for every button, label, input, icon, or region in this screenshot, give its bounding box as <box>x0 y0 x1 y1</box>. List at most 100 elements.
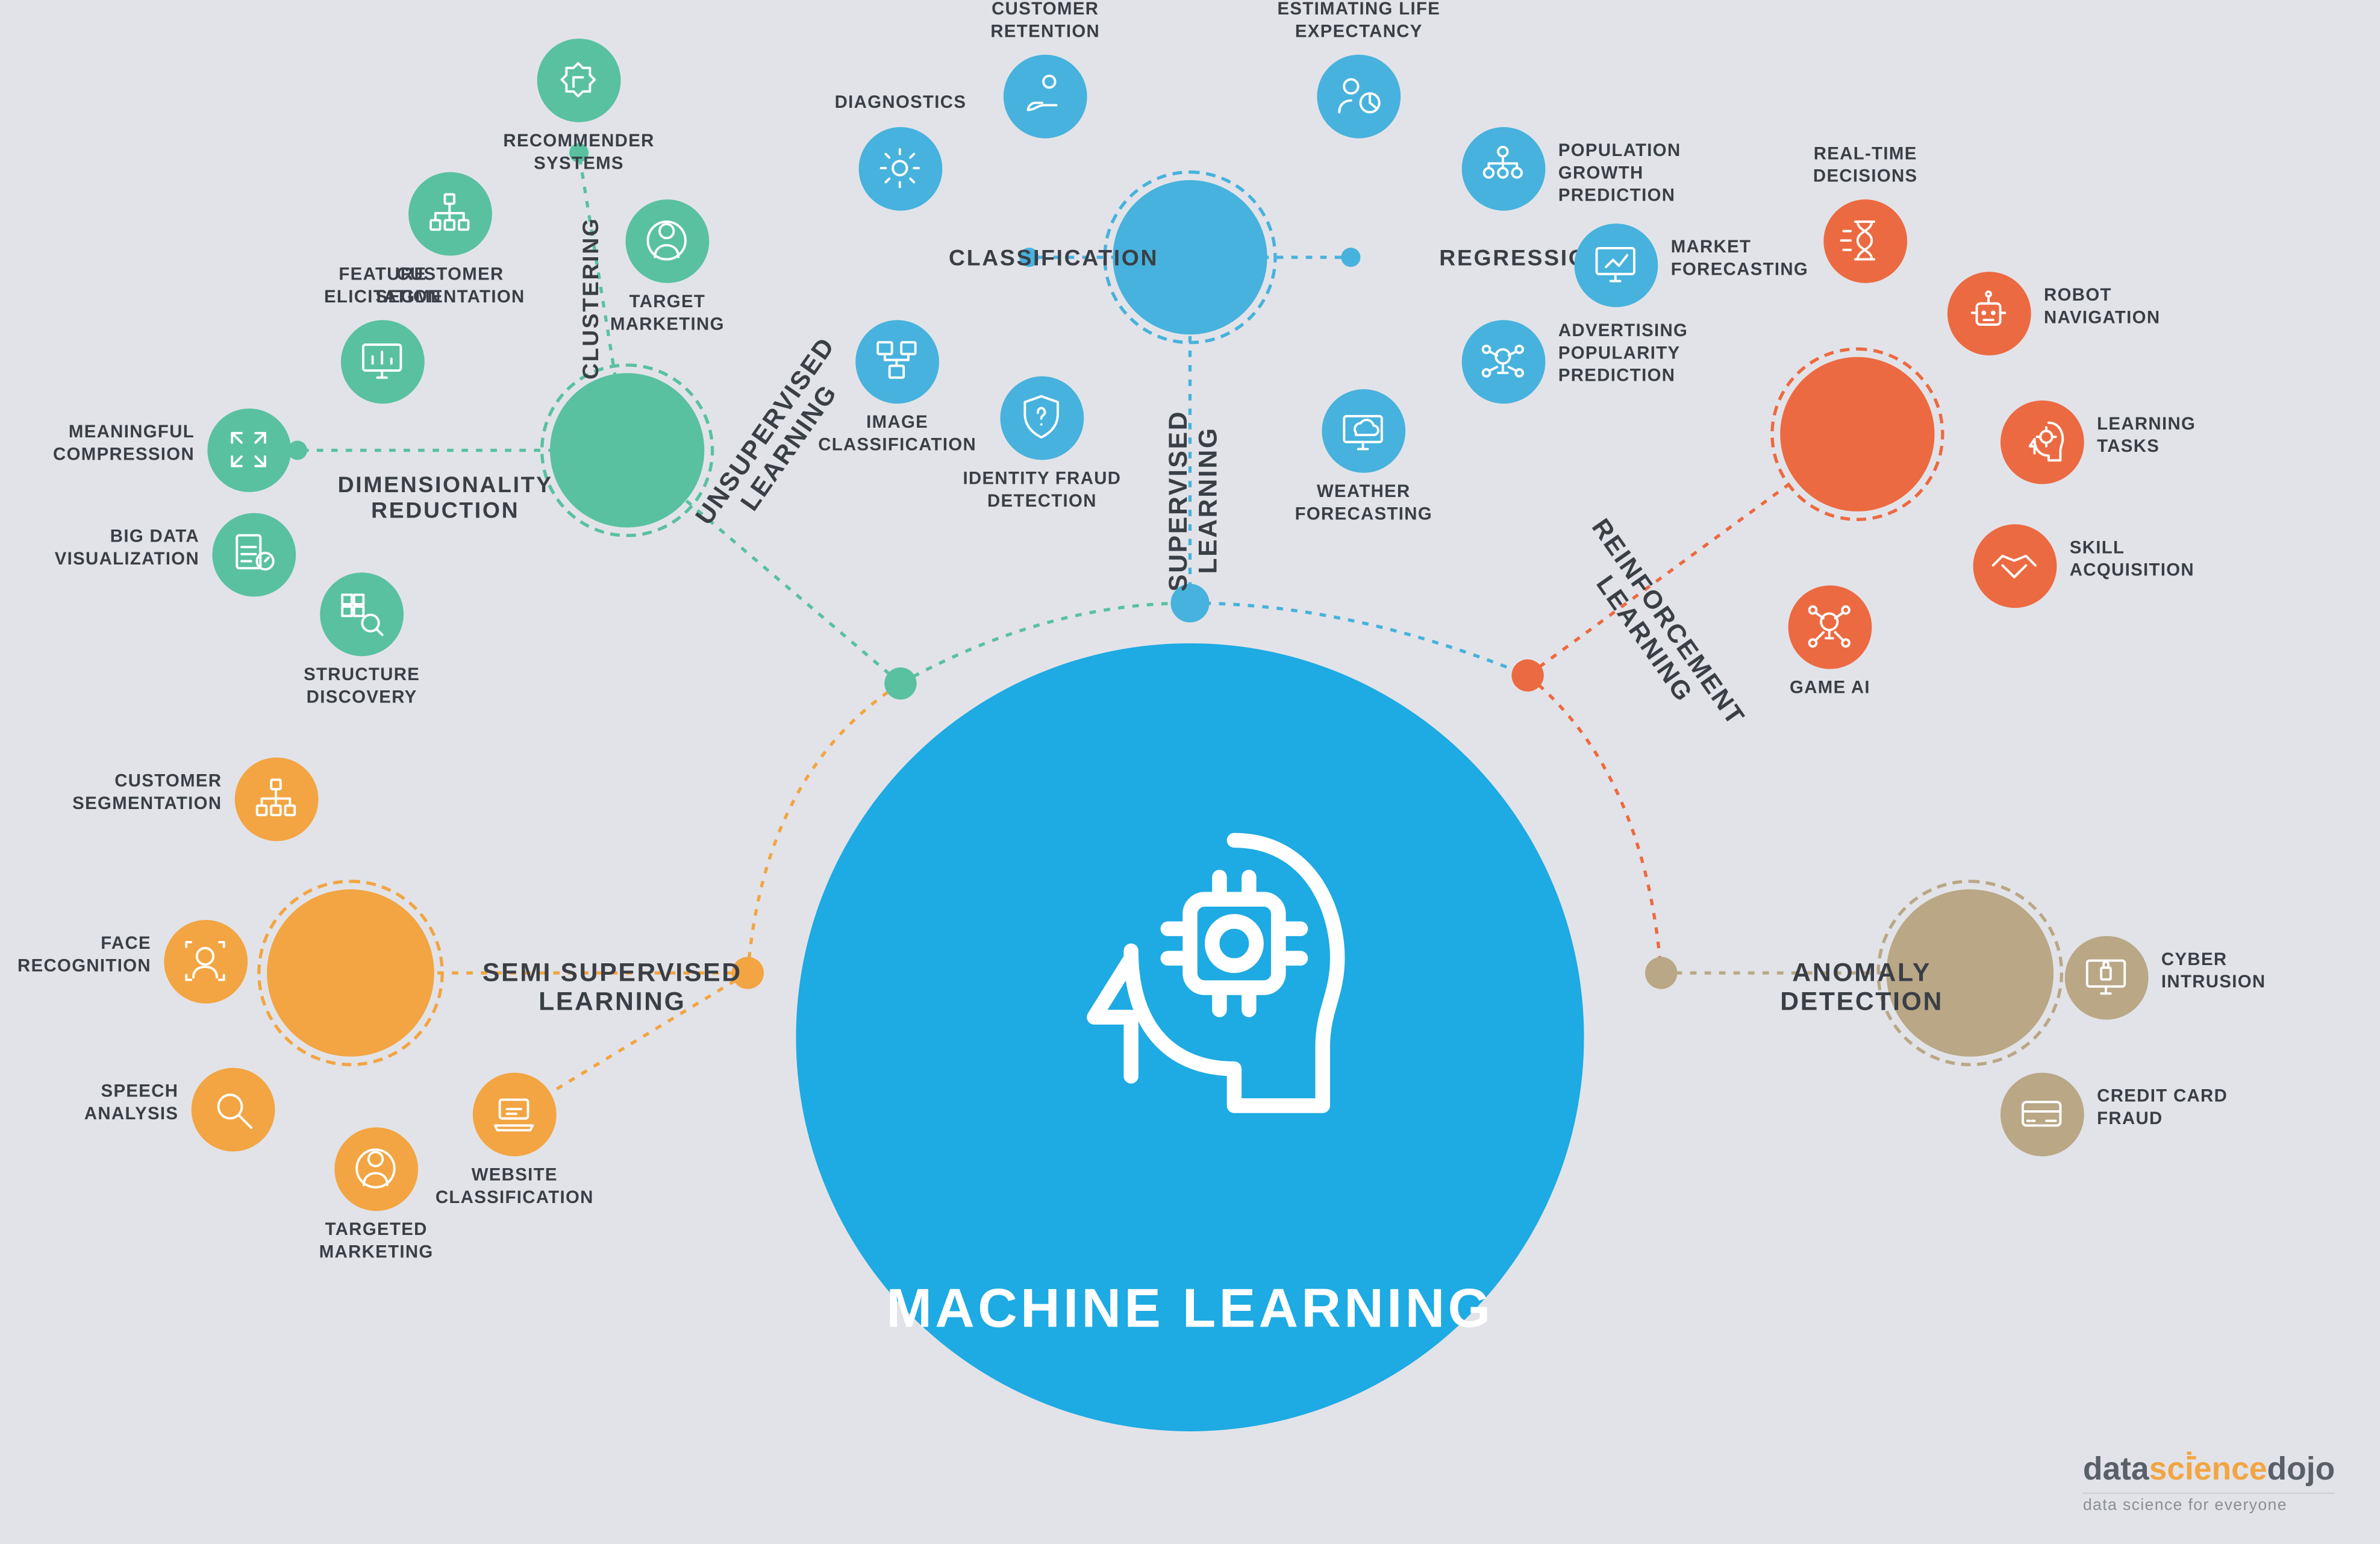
game-ai-label: GAME AI <box>1734 679 1926 701</box>
hand-person-icon <box>1017 68 1073 125</box>
robot-icon <box>1961 286 2017 342</box>
person-pie-icon <box>1331 68 1387 125</box>
brand-logo: datasci̇̇encedojo data science for every… <box>2083 1452 2335 1515</box>
org-chart-icon <box>422 186 479 242</box>
org-chart-icon <box>248 771 305 828</box>
population-growth-prediction-label: POPULATIONGROWTH PREDICTION <box>1558 142 1751 208</box>
cloud-board-icon <box>1335 403 1392 460</box>
robot-navigation <box>1947 272 2031 355</box>
market-forecasting <box>1575 223 1658 307</box>
recommender-systems-label: RECOMMENDERSYSTEMS <box>483 132 675 176</box>
credit-card-icon <box>2014 1086 2071 1143</box>
semi-supervised-label: SEMI SUPERVISEDLEARNING <box>483 960 742 1019</box>
compress-icon <box>221 422 278 479</box>
reinforcement-junction <box>1511 660 1543 692</box>
head-gear-icon <box>2014 414 2071 470</box>
website-classification-label: WEBSITECLASSIFICATION <box>418 1166 611 1210</box>
magnifier-icon <box>205 1081 261 1138</box>
bulb-network-icon <box>1802 599 1858 655</box>
structure-discovery <box>320 572 404 656</box>
customer-retention-label: CUSTOMERRETENTION <box>949 0 1142 44</box>
target-person-icon <box>639 213 696 270</box>
diagnostics <box>859 127 943 211</box>
estimating-life-expectancy-label: ESTIMATING LIFEEXPECTANCY <box>1263 0 1455 44</box>
presentation-icon <box>1588 237 1644 294</box>
meaningful-compression <box>207 408 291 492</box>
recommender-systems <box>537 39 621 122</box>
big-data-visualization-label: BIG DATAVISUALIZATION <box>7 528 199 572</box>
classification-label: CLASSIFICATION <box>949 245 1158 270</box>
weather-forecasting <box>1322 389 1405 473</box>
credit-card-fraud <box>2001 1073 2084 1157</box>
customer-segmentation-2-label: CUSTOMERSEGMENTATION <box>29 772 222 816</box>
face-recognition-label: FACERECOGNITION <box>0 935 151 979</box>
diagnostics-label: DIAGNOSTICS <box>804 93 997 116</box>
customer-segmentation-2 <box>235 757 319 841</box>
estimating-life-expectancy <box>1317 55 1401 139</box>
laptop-icon <box>486 1086 543 1143</box>
advertising-popularity-prediction <box>1462 320 1546 404</box>
feature-elicitation <box>341 320 425 404</box>
dimensionality-reduction-label: DIMENSIONALITYREDUCTION <box>338 471 553 523</box>
robot-navigation-label: ROBOTNAVIGATION <box>2044 287 2237 331</box>
face-id-icon <box>178 934 234 990</box>
real-time-decisions <box>1823 199 1907 283</box>
identity-fraud-detection-label: IDENTITY FRAUDDETECTION <box>946 470 1138 514</box>
hourglass-fast-icon <box>1837 213 1894 270</box>
big-data-visualization <box>212 513 296 597</box>
speech-analysis-label: SPEECHANALYSIS <box>0 1083 178 1127</box>
badge-icon <box>551 52 607 109</box>
target-marketing-label: TARGETMARKETING <box>571 293 764 337</box>
customer-segmentation <box>408 172 492 256</box>
brand-tagline: data science for everyone <box>2083 1492 2335 1514</box>
population-growth-prediction <box>1462 127 1546 211</box>
chart-doc-icon <box>226 527 283 583</box>
game-ai <box>1788 586 1872 669</box>
image-classification <box>855 320 939 404</box>
image-classification-label: IMAGECLASSIFICATION <box>801 413 993 457</box>
target-marketing <box>625 199 709 283</box>
anomaly-label: ANOMALYDETECTION <box>1780 960 1943 1019</box>
meaningful-compression-label: MEANINGFULCOMPRESSION <box>2 424 195 467</box>
images-tree-icon <box>869 334 926 390</box>
central-title: MACHINE LEARNING <box>820 1278 1560 1341</box>
cyber-intrusion-label: CYBERINTRUSION <box>2161 951 2354 995</box>
shield-question-icon <box>1014 390 1070 446</box>
regression-endpoint <box>1341 248 1360 267</box>
credit-card-fraud-label: CREDIT CARDFRAUD <box>2097 1088 2290 1132</box>
unsupervised-hub <box>550 373 704 527</box>
network-bulb-icon <box>1475 334 1532 390</box>
website-classification <box>473 1073 557 1157</box>
structure-discovery-label: STRUCTUREDISCOVERY <box>265 666 458 710</box>
bars-monitor-icon <box>355 334 411 390</box>
identity-fraud-detection <box>1000 377 1084 460</box>
head-brain-chip-icon <box>1013 796 1367 1149</box>
face-recognition <box>164 920 248 1004</box>
monitor-lock-icon <box>2078 949 2135 1006</box>
reinforcement-label: REINFORCEMENTLEARNING <box>1560 514 1749 749</box>
customer-retention <box>1004 55 1087 139</box>
targeted-marketing <box>334 1127 418 1211</box>
handshake-icon <box>1987 538 2043 595</box>
skill-acquisition <box>1973 524 2057 608</box>
advertising-popularity-prediction-label: ADVERTISINGPOPULARITYPREDICTION <box>1558 322 1751 388</box>
feature-elicitation-label: FEATUREELICITATION <box>286 265 479 309</box>
real-time-decisions-label: REAL-TIMEDECISIONS <box>1769 145 1962 189</box>
magnify-grid-icon <box>334 586 390 643</box>
gear-cycle-icon <box>872 140 929 197</box>
reinforcement-hub <box>1780 357 1934 511</box>
brand-pre: data <box>2083 1452 2149 1488</box>
weather-forecasting-label: WEATHERFORECASTING <box>1267 483 1460 527</box>
people-tree-icon <box>1475 140 1532 197</box>
brand-accent: sci̇̇ence <box>2149 1452 2267 1488</box>
learning-tasks <box>2001 401 2084 484</box>
learning-tasks-label: LEARNINGTASKS <box>2097 416 2290 460</box>
unsupervised-junction <box>884 667 916 699</box>
target-person-icon <box>348 1141 405 1198</box>
targeted-marketing-label: TARGETEDMARKETING <box>280 1221 473 1264</box>
brand-post: dojo <box>2267 1452 2335 1488</box>
speech-analysis <box>192 1068 275 1152</box>
anomaly-junction <box>1645 957 1677 989</box>
cyber-intrusion <box>2065 936 2149 1020</box>
skill-acquisition-label: SKILLACQUISITION <box>2070 539 2263 583</box>
